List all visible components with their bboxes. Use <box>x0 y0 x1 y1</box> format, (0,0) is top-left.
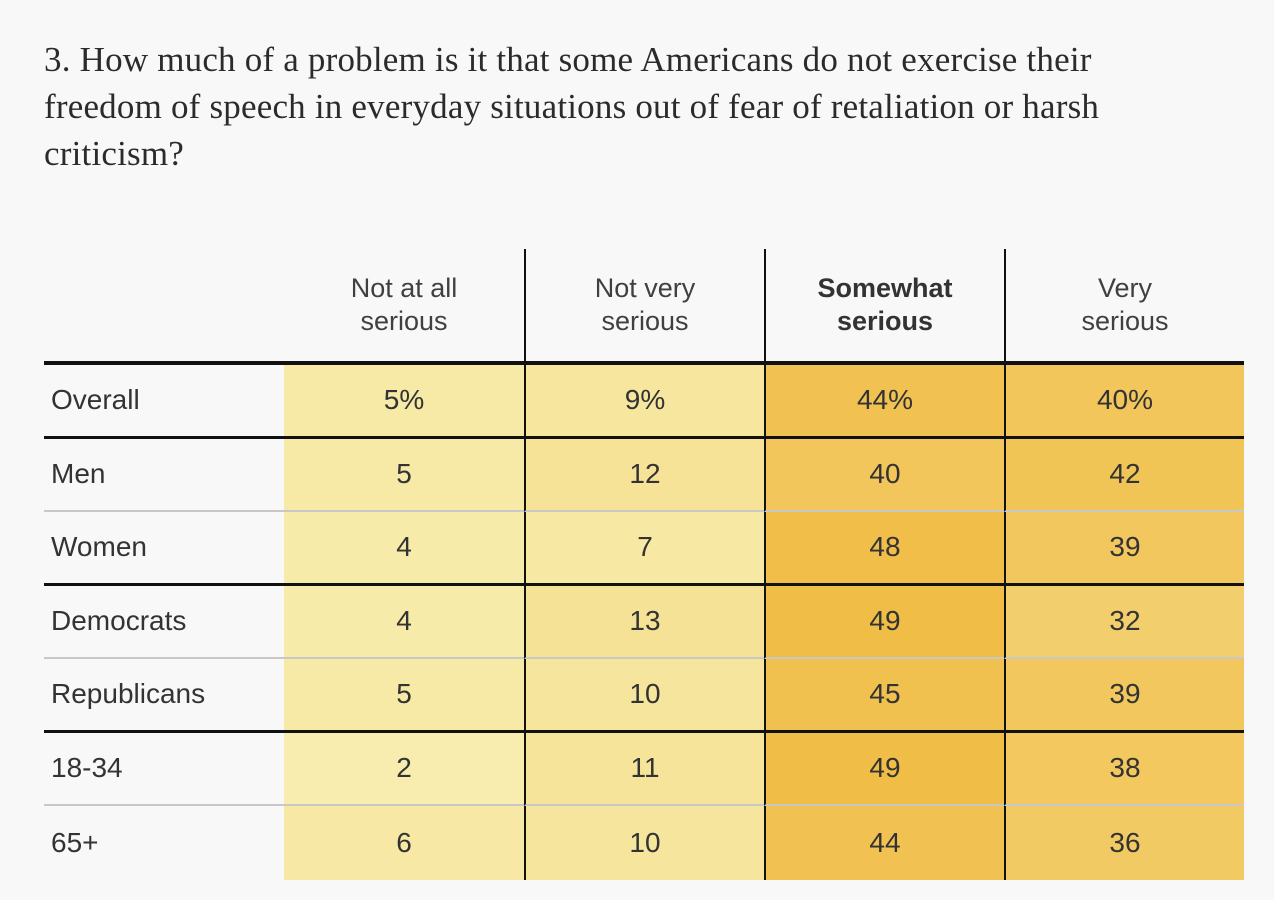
cell-democrats-somewhat-serious: 49 <box>764 585 1004 659</box>
cell-overall-somewhat-serious: 44% <box>764 365 1004 439</box>
column-header-line: Not at all <box>350 273 458 303</box>
cell-overall-very-serious: 40% <box>1004 365 1244 439</box>
cell-18-34-very-serious: 38 <box>1004 732 1244 806</box>
cell-65-very-serious: 36 <box>1004 806 1244 880</box>
row-label-women: Women <box>44 512 284 586</box>
column-header-very-serious: Very serious <box>1004 249 1244 365</box>
row-label-65: 65+ <box>51 826 99 858</box>
cell-republicans-somewhat-serious: 45 <box>764 659 1004 733</box>
row-label-democrats: Democrats <box>44 586 284 659</box>
row-label-republicans: Republicans <box>44 659 284 733</box>
cell-republicans-not-at-all-serious: 5 <box>284 659 524 733</box>
cell-republicans-not-very-serious: 10 <box>524 659 764 733</box>
cell-republicans-very-serious: 39 <box>1004 659 1244 733</box>
column-header-line: serious <box>836 306 934 336</box>
survey-results-table: Not at all serious Not very serious Somewhat… <box>44 249 1244 880</box>
row-label-men: Men <box>44 439 284 512</box>
column-header-not-at-all-serious: Not at all serious <box>284 249 524 365</box>
row-label-18-34: 18-34 <box>44 733 284 806</box>
cell-democrats-not-at-all-serious: 4 <box>284 585 524 659</box>
cell-65-not-at-all-serious: 6 <box>284 806 524 880</box>
cell-women-somewhat-serious: 48 <box>764 512 1004 586</box>
cell-65-somewhat-serious: 44 <box>764 806 1004 880</box>
cell-men-not-at-all-serious: 5 <box>284 438 524 512</box>
column-header-line: serious <box>360 306 448 336</box>
cell-overall-not-at-all-serious: 5% <box>284 365 524 439</box>
cell-women-not-very-serious: 7 <box>524 512 764 586</box>
cell-men-very-serious: 42 <box>1004 438 1244 512</box>
row-label-overall: Overall <box>44 365 284 439</box>
column-header-line: Not very <box>594 273 696 303</box>
cell-democrats-very-serious: 32 <box>1004 585 1244 659</box>
cell-men-somewhat-serious: 40 <box>764 438 1004 512</box>
column-header-somewhat-serious: Somewhat serious <box>764 249 1004 365</box>
survey-question-title: 3. How much of a problem is it that some… <box>44 40 1100 173</box>
column-header-line: Somewhat <box>817 273 953 303</box>
cell-18-34-not-at-all-serious: 2 <box>284 732 524 806</box>
cell-men-not-very-serious: 12 <box>524 438 764 512</box>
column-header-not-very-serious: Not very serious <box>524 249 764 365</box>
cell-women-very-serious: 39 <box>1004 512 1244 586</box>
cell-overall-not-very-serious: 9% <box>524 365 764 439</box>
cell-18-34-not-very-serious: 11 <box>524 732 764 806</box>
cell-women-not-at-all-serious: 4 <box>284 512 524 586</box>
column-header-line: serious <box>601 306 689 336</box>
cell-65-not-very-serious: 10 <box>524 806 764 880</box>
cell-18-34-somewhat-serious: 49 <box>764 732 1004 806</box>
cell-democrats-not-very-serious: 13 <box>524 585 764 659</box>
column-header-line: serious <box>1081 306 1169 336</box>
column-header-line: Very <box>1097 273 1153 303</box>
table-corner-cell <box>44 249 284 365</box>
